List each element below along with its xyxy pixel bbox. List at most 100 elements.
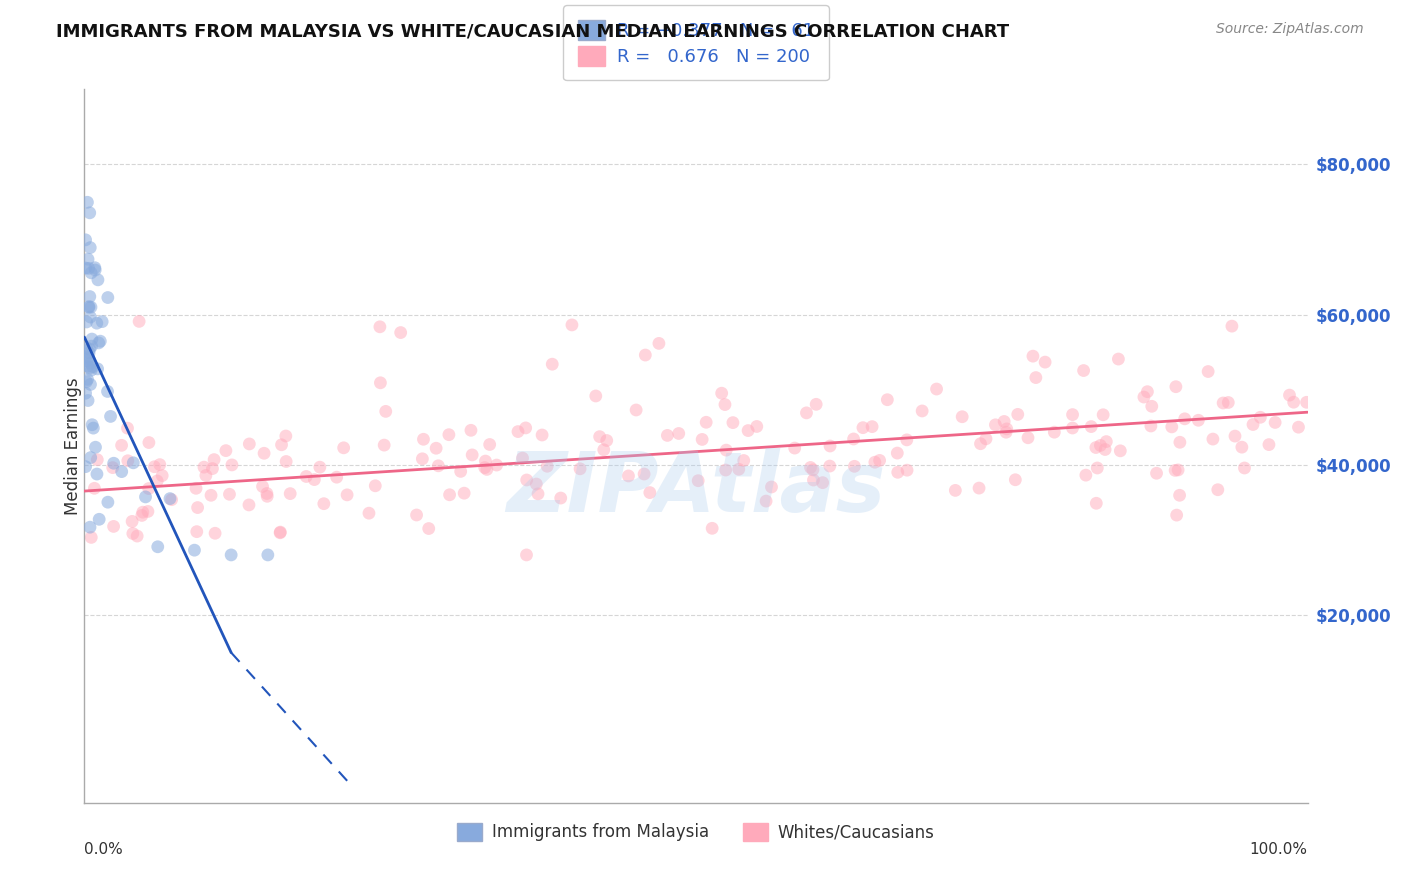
Point [103, 519, 125, 533]
Point [515, 548, 537, 562]
Point [974, 432, 997, 446]
Point [1288, 420, 1310, 434]
Point [818, 459, 841, 474]
Point [295, 469, 318, 483]
Point [131, 508, 153, 523]
Point [1073, 363, 1095, 377]
Point [1258, 437, 1281, 451]
Point [690, 433, 713, 447]
Point [121, 515, 143, 529]
Point [1166, 508, 1188, 522]
Point [136, 504, 159, 518]
Point [911, 404, 934, 418]
Point [89, 334, 111, 348]
Point [79, 520, 101, 534]
Point [844, 459, 866, 474]
Point [238, 437, 260, 451]
Point [183, 543, 205, 558]
Point [1218, 395, 1240, 409]
Point [1168, 488, 1191, 502]
Point [1025, 370, 1047, 384]
Point [524, 477, 547, 491]
Point [624, 403, 647, 417]
Point [569, 462, 592, 476]
Point [688, 474, 710, 488]
Point [97, 495, 120, 509]
Point [733, 453, 755, 467]
Point [702, 521, 724, 535]
Point [450, 464, 472, 478]
Point [796, 406, 818, 420]
Point [91, 315, 114, 329]
Point [146, 474, 169, 488]
Point [1085, 461, 1108, 475]
Point [325, 470, 347, 484]
Point [77, 346, 100, 360]
Point [1241, 417, 1264, 432]
Point [103, 456, 125, 470]
Point [1230, 440, 1253, 454]
Point [657, 428, 679, 442]
Point [96, 384, 118, 399]
Point [1095, 434, 1118, 449]
Point [1017, 431, 1039, 445]
Point [82, 359, 104, 374]
Point [278, 486, 301, 500]
Point [1043, 425, 1066, 440]
Point [1085, 496, 1108, 510]
Point [412, 432, 434, 446]
Point [160, 492, 183, 507]
Point [89, 512, 111, 526]
Point [512, 451, 534, 466]
Point [550, 491, 572, 505]
Point [238, 498, 260, 512]
Point [187, 500, 209, 515]
Point [1206, 483, 1229, 497]
Point [364, 479, 387, 493]
Point [82, 417, 104, 432]
Point [485, 458, 508, 472]
Point [373, 438, 395, 452]
Point [374, 404, 396, 418]
Point [588, 430, 610, 444]
Point [896, 433, 918, 447]
Point [737, 424, 759, 438]
Point [714, 398, 737, 412]
Point [76, 195, 98, 210]
Text: Source: ZipAtlas.com: Source: ZipAtlas.com [1216, 22, 1364, 37]
Point [1062, 421, 1084, 435]
Text: IMMIGRANTS FROM MALAYSIA VS WHITE/CAUCASIAN MEDIAN EARNINGS CORRELATION CHART: IMMIGRANTS FROM MALAYSIA VS WHITE/CAUCAS… [56, 22, 1010, 40]
Point [1090, 438, 1112, 452]
Point [1140, 399, 1163, 413]
Point [984, 417, 1007, 432]
Point [150, 468, 173, 483]
Point [80, 363, 103, 377]
Point [202, 452, 225, 467]
Point [143, 459, 166, 474]
Point [1264, 416, 1286, 430]
Point [633, 467, 655, 481]
Point [714, 463, 737, 477]
Point [818, 439, 841, 453]
Point [76, 372, 98, 386]
Point [727, 462, 749, 476]
Point [967, 481, 990, 495]
Point [427, 458, 450, 473]
Point [253, 446, 276, 460]
Point [425, 442, 447, 456]
Point [1168, 435, 1191, 450]
Point [1223, 429, 1246, 443]
Point [135, 490, 157, 504]
Point [79, 241, 101, 255]
Point [77, 300, 100, 314]
Point [1282, 395, 1305, 409]
Point [803, 473, 825, 487]
Point [304, 473, 326, 487]
Point [995, 425, 1018, 440]
Point [1295, 395, 1317, 409]
Point [716, 443, 738, 458]
Point [221, 458, 243, 472]
Point [1074, 468, 1097, 483]
Point [437, 427, 460, 442]
Point [201, 461, 224, 475]
